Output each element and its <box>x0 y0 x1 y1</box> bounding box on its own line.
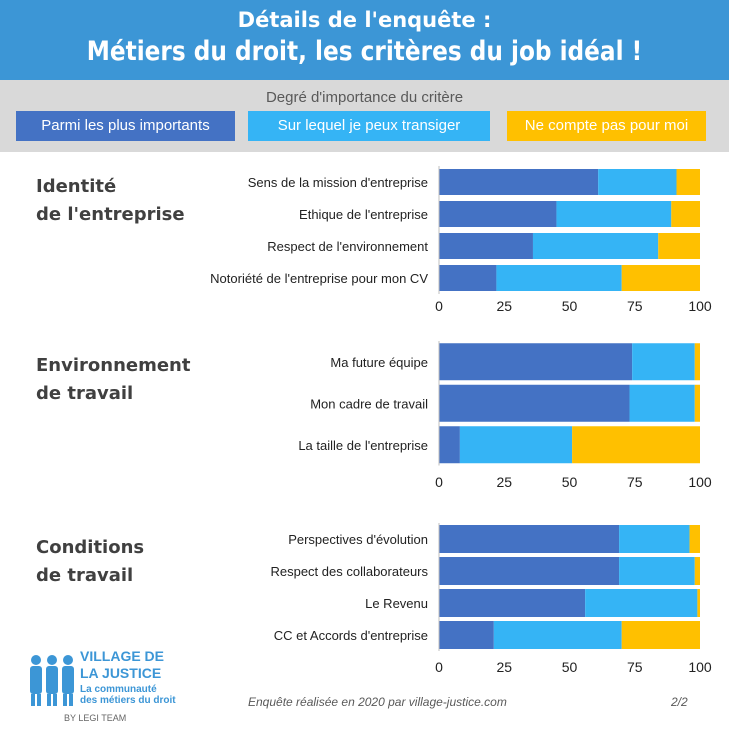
logo-figures-icon <box>30 655 74 706</box>
section-title-line2: de l'entreprise <box>36 204 185 225</box>
x-tick-label: 100 <box>688 474 712 490</box>
logo-tagline1: La communauté <box>80 684 157 695</box>
category-label: Le Revenu <box>365 596 428 611</box>
bar-segment <box>585 589 698 617</box>
header-title-line1: Détails de l'enquête : <box>237 8 492 32</box>
bar-segment <box>671 201 700 227</box>
logo-byline: BY LEGI TEAM <box>64 713 127 723</box>
bar-segment <box>676 169 700 195</box>
x-tick-label: 75 <box>627 298 643 314</box>
bar-segment <box>493 621 622 649</box>
x-tick-label: 25 <box>496 659 512 675</box>
bar-segment <box>439 233 533 259</box>
bar-segment <box>439 343 633 381</box>
category-label: Respect des collaborateurs <box>270 564 428 579</box>
bar-segment <box>439 621 494 649</box>
legend-item-negotiable: Sur lequel je peux transiger <box>248 111 490 141</box>
logo-tagline2: des métiers du droit <box>80 695 176 706</box>
category-label: CC et Accords d'entreprise <box>274 628 428 643</box>
section-title-line1: Conditions <box>36 537 145 558</box>
legend-item-not-important: Ne compte pas pour moi <box>507 111 706 141</box>
section-title-environnement: Environnement de travail <box>36 352 190 408</box>
bar-segment <box>629 384 695 422</box>
x-tick-label: 100 <box>688 298 712 314</box>
bar-segment <box>694 384 700 422</box>
bar-segment <box>439 426 460 464</box>
bar-segment <box>439 589 586 617</box>
category-label: Ma future équipe <box>330 355 428 370</box>
bar-segment <box>697 589 700 617</box>
category-label: Perspectives d'évolution <box>288 532 428 547</box>
bar-segment <box>532 233 659 259</box>
x-tick-label: 50 <box>562 474 578 490</box>
section-title-line2: de travail <box>36 383 134 404</box>
x-tick-label: 25 <box>496 474 512 490</box>
logo-line1: VILLAGE DE <box>80 648 165 664</box>
bar-segment <box>658 233 700 259</box>
bar-segment <box>439 265 497 291</box>
bar-segment <box>556 201 672 227</box>
x-tick-label: 0 <box>435 474 443 490</box>
x-tick-label: 25 <box>496 298 512 314</box>
category-label: La taille de l'entreprise <box>298 438 428 453</box>
x-tick-label: 75 <box>627 474 643 490</box>
bar-segment <box>439 169 599 195</box>
legend: Degré d'importance du critère Parmi les … <box>0 80 729 152</box>
x-tick-label: 0 <box>435 659 443 675</box>
x-tick-label: 100 <box>688 659 712 675</box>
page-number: 2/2 <box>671 695 688 709</box>
bar-segment <box>621 621 700 649</box>
bar-segment <box>598 169 677 195</box>
footer-note: Enquête réalisée en 2020 par village-jus… <box>248 695 507 709</box>
bar-segment <box>496 265 622 291</box>
logo-village-justice: VILLAGE DE LA JUSTICE La communauté des … <box>26 648 176 724</box>
category-label: Respect de l'environnement <box>267 239 428 254</box>
category-label: Ethique de l'entreprise <box>299 207 428 222</box>
section-title-line1: Environnement <box>36 355 191 376</box>
bar-segment <box>694 557 700 585</box>
category-label: Notoriété de l'entreprise pour mon CV <box>210 271 428 286</box>
category-label: Sens de la mission d'entreprise <box>248 175 428 190</box>
section-title-conditions: Conditions de travail <box>36 534 144 590</box>
legend-title: Degré d'importance du critère <box>265 89 464 106</box>
bar-segment <box>694 343 700 381</box>
bar-segment <box>439 201 557 227</box>
x-tick-label: 50 <box>562 659 578 675</box>
bar-segment <box>632 343 695 381</box>
section-title-line2: de travail <box>36 565 134 586</box>
logo-tagline: La communauté des métiers du droit <box>80 684 176 706</box>
header-title-line2: Métiers du droit, les critères du job id… <box>86 36 643 67</box>
section-title-line1: Identité <box>36 176 117 197</box>
bar-segment <box>439 525 620 553</box>
bar-segment <box>621 265 700 291</box>
x-tick-label: 50 <box>562 298 578 314</box>
bar-segment <box>459 426 573 464</box>
bar-segment <box>689 525 700 553</box>
x-tick-label: 0 <box>435 298 443 314</box>
bar-segment <box>619 557 695 585</box>
bar-segment <box>439 557 620 585</box>
bar-segment <box>619 525 690 553</box>
header-banner: Détails de l'enquête : Métiers du droit,… <box>0 0 729 80</box>
bar-segment <box>439 384 630 422</box>
section-title-identite: Identité de l'entreprise <box>36 173 185 229</box>
legend-item-most-important: Parmi les plus importants <box>16 111 235 141</box>
x-tick-label: 75 <box>627 659 643 675</box>
category-label: Mon cadre de travail <box>310 396 428 411</box>
logo-line2: LA JUSTICE <box>80 665 162 681</box>
bar-segment <box>572 426 700 464</box>
